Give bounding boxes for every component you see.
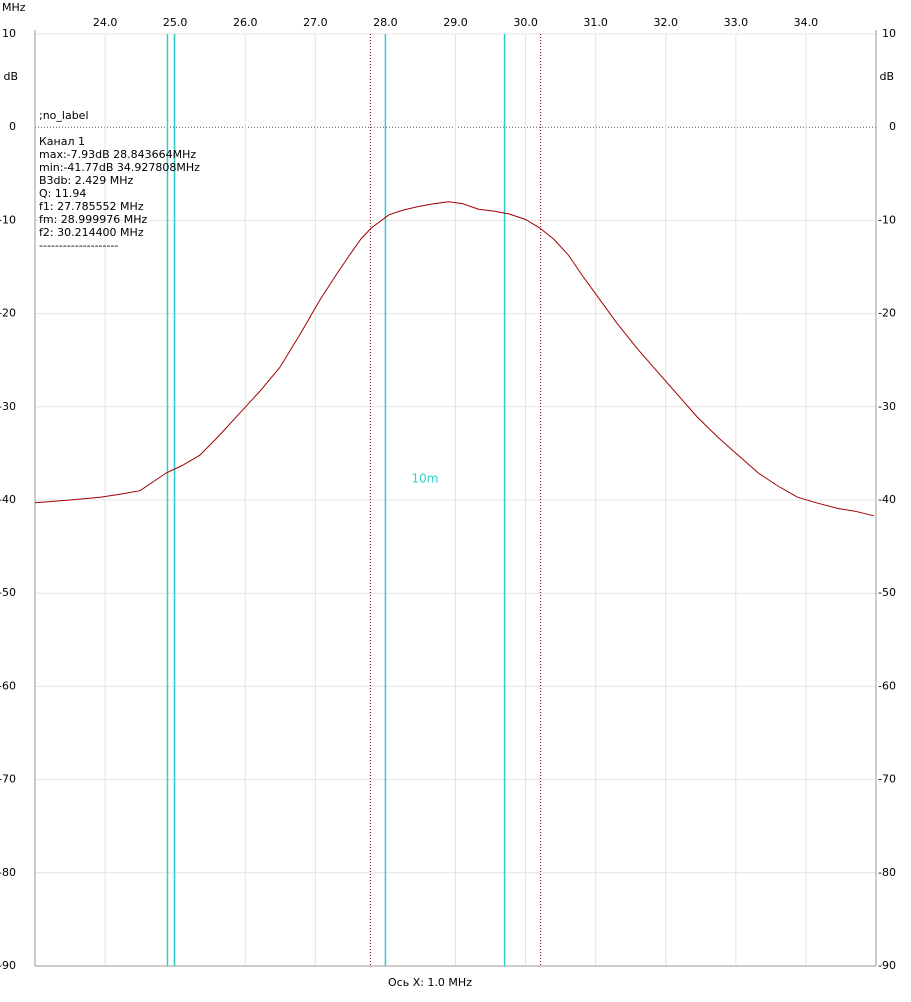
y-tick-label: -10 <box>878 213 896 226</box>
y-tick-label: -70 <box>878 773 896 786</box>
x-tick-label: 26.0 <box>233 16 258 29</box>
y-tick-label: -80 <box>878 866 896 879</box>
info-line: f2: 30.214400 MHz <box>39 226 144 239</box>
info-line: B3db: 2.429 MHz <box>39 174 133 187</box>
y-tick-label: -40 <box>878 493 896 506</box>
x-tick-label: 33.0 <box>724 16 749 29</box>
x-unit: MHz <box>2 1 26 14</box>
x-tick-label: 31.0 <box>583 16 608 29</box>
x-tick-label: 32.0 <box>654 16 679 29</box>
y-tick-label: -30 <box>0 400 16 413</box>
x-tick-label: 34.0 <box>794 16 819 29</box>
y-tick-label: -20 <box>0 307 16 320</box>
note: ;no_label <box>39 109 89 122</box>
y-tick-label: -40 <box>0 493 16 506</box>
x-tick-label: 25.0 <box>163 16 188 29</box>
y-tick-label: -70 <box>0 773 16 786</box>
band-label: 10m <box>412 472 439 486</box>
y-tick-label: -60 <box>0 679 16 692</box>
y-tick-label: -30 <box>878 400 896 413</box>
y-tick-label: -80 <box>0 866 16 879</box>
series-line <box>34 201 875 517</box>
x-tick-label: 24.0 <box>93 16 118 29</box>
y-tick-label: 10 <box>882 27 896 40</box>
info-line: min:-41.77dB 34.927808MHz <box>39 161 200 174</box>
x-axis-label: Ось X: 1.0 MHz <box>388 976 472 989</box>
y-unit-left: dB <box>3 70 18 83</box>
y-tick-label: -90 <box>0 959 16 972</box>
y-tick-label: 10 <box>2 27 16 40</box>
y-tick-label: -60 <box>878 679 896 692</box>
y-tick-label: -50 <box>878 586 896 599</box>
y-tick-label: -90 <box>878 959 896 972</box>
y-unit-right: dB <box>879 70 894 83</box>
y-tick-label: -10 <box>0 213 16 226</box>
info-line: -------------------- <box>39 239 118 252</box>
info-line: max:-7.93dB 28.843664MHz <box>39 148 196 161</box>
x-tick-label: 28.0 <box>373 16 398 29</box>
y-tick-label: -50 <box>0 586 16 599</box>
x-tick-label: 27.0 <box>303 16 328 29</box>
info-line: fm: 28.999976 MHz <box>39 213 148 226</box>
y-tick-label: 0 <box>9 120 16 133</box>
series-name: Канал 1 <box>39 135 85 148</box>
y-tick-label: -20 <box>878 307 896 320</box>
info-line: Q: 11.94 <box>39 187 86 200</box>
x-tick-label: 30.0 <box>513 16 538 29</box>
info-line: f1: 27.785552 MHz <box>39 200 144 213</box>
y-tick-label: 0 <box>889 120 896 133</box>
x-tick-label: 29.0 <box>443 16 468 29</box>
